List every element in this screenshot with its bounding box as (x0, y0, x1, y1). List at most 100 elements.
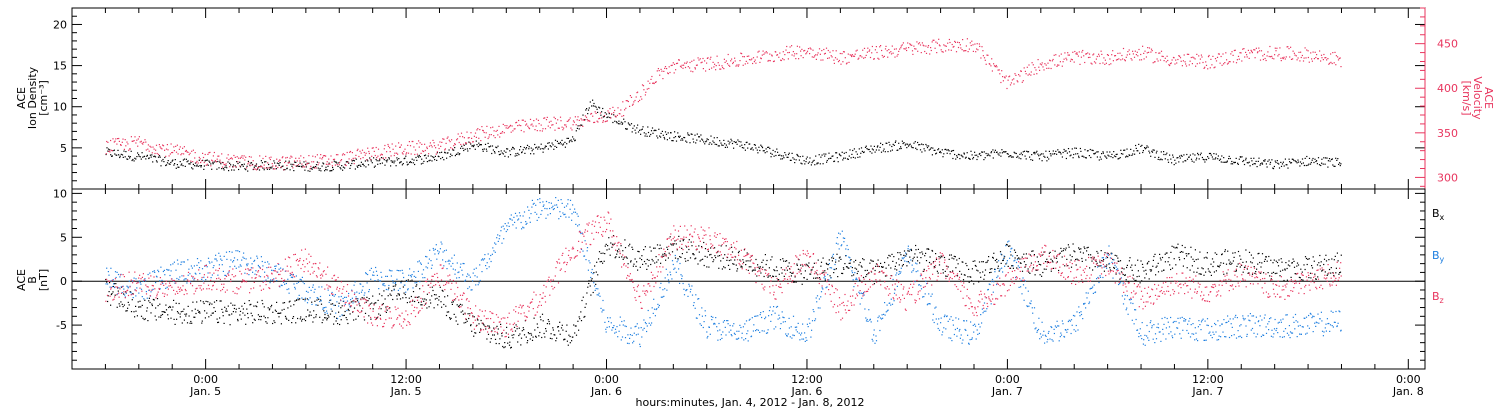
data-point (1218, 266, 1220, 268)
data-point (307, 309, 309, 311)
data-point (566, 340, 568, 342)
data-point (1121, 54, 1123, 57)
data-point (204, 160, 206, 162)
data-point (429, 249, 431, 251)
data-point (994, 66, 996, 68)
data-point (753, 269, 755, 271)
data-point (724, 254, 726, 256)
data-point (404, 157, 406, 159)
data-point (944, 45, 946, 47)
data-point (880, 262, 882, 264)
data-point (1061, 256, 1063, 258)
data-point (1251, 262, 1253, 264)
data-point (1236, 265, 1238, 267)
data-point (514, 212, 517, 214)
data-point (123, 150, 125, 152)
data-point (1265, 163, 1267, 165)
data-point (1206, 257, 1208, 259)
data-point (862, 258, 864, 260)
data-point (989, 155, 991, 157)
data-point (169, 305, 171, 308)
data-point (418, 146, 420, 148)
data-point (173, 150, 175, 152)
data-point (751, 147, 753, 149)
data-point (461, 269, 463, 271)
data-point (820, 156, 822, 158)
data-point (467, 150, 469, 152)
data-point (158, 144, 160, 146)
data-point (828, 57, 830, 59)
data-point (352, 157, 354, 159)
data-point (203, 168, 205, 170)
data-point (167, 149, 169, 151)
data-point (939, 257, 941, 259)
data-point (594, 105, 596, 107)
data-point (1050, 155, 1052, 157)
data-point (426, 161, 428, 163)
data-point (396, 157, 398, 159)
data-point (519, 333, 521, 335)
data-point (478, 282, 480, 284)
data-point (1036, 269, 1038, 271)
data-point (1304, 256, 1307, 258)
data-point (888, 52, 891, 54)
data-point (1338, 163, 1340, 165)
data-point (252, 322, 254, 324)
data-point (663, 136, 665, 139)
data-point (1152, 265, 1154, 267)
data-point (1181, 65, 1183, 67)
data-point (1247, 49, 1249, 51)
data-point (881, 54, 883, 57)
data-point (573, 324, 575, 326)
data-point (1026, 66, 1028, 68)
data-point (816, 162, 818, 164)
data-point (612, 121, 614, 124)
data-point (895, 140, 897, 142)
data-point (266, 168, 268, 170)
data-point (874, 49, 876, 51)
data-point (289, 274, 291, 276)
data-point (1233, 161, 1235, 163)
data-point (696, 64, 698, 66)
data-point (843, 157, 845, 159)
data-point (345, 296, 347, 298)
data-point (1071, 256, 1073, 258)
data-point (159, 303, 161, 305)
data-point (910, 248, 912, 250)
data-point (532, 148, 534, 150)
data-point (1106, 151, 1108, 153)
data-point (1263, 160, 1265, 162)
data-point (1224, 249, 1226, 251)
data-point (1301, 271, 1303, 273)
data-point (493, 327, 495, 329)
data-point (326, 312, 328, 314)
data-point (1085, 53, 1087, 55)
data-point (281, 157, 283, 159)
data-point (1110, 156, 1112, 158)
data-point (161, 311, 163, 313)
data-point (435, 244, 437, 246)
data-point (966, 265, 968, 267)
data-point (960, 47, 962, 49)
data-point (391, 290, 393, 292)
data-point (530, 147, 532, 149)
data-point (401, 164, 403, 166)
data-point (494, 152, 496, 154)
data-point (861, 150, 863, 152)
data-point (755, 258, 757, 261)
data-point (823, 271, 825, 273)
data-point (263, 164, 265, 166)
data-point (344, 167, 346, 169)
data-point (184, 278, 186, 280)
data-point (554, 145, 556, 147)
data-point (894, 141, 896, 143)
data-point (908, 144, 910, 146)
data-point (441, 289, 443, 291)
data-point (1303, 164, 1305, 167)
data-point (536, 213, 538, 215)
data-point (260, 319, 262, 321)
data-point (1027, 268, 1029, 270)
data-point (225, 165, 227, 167)
data-point (1079, 63, 1081, 65)
